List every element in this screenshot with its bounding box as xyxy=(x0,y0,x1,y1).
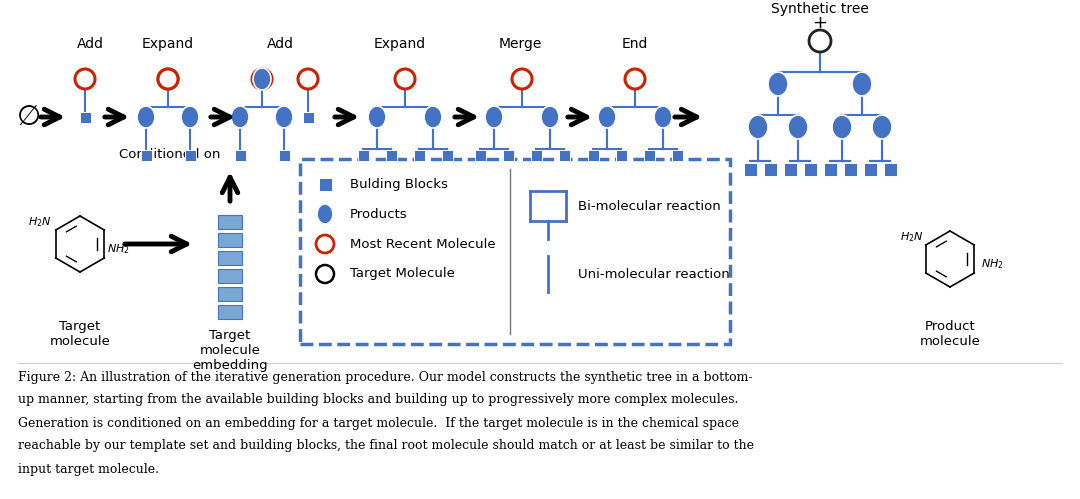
Bar xyxy=(300,159,730,344)
Ellipse shape xyxy=(181,106,199,128)
Circle shape xyxy=(395,69,415,89)
Ellipse shape xyxy=(485,106,503,128)
Text: Add: Add xyxy=(77,37,104,51)
Ellipse shape xyxy=(275,106,293,128)
Ellipse shape xyxy=(137,106,156,128)
Bar xyxy=(883,163,896,176)
Text: +: + xyxy=(812,14,827,32)
Bar xyxy=(588,150,598,161)
Bar xyxy=(279,150,289,161)
Text: Most Recent Molecule: Most Recent Molecule xyxy=(350,238,496,250)
Ellipse shape xyxy=(832,115,852,139)
Text: Generation is conditioned on an embedding for a target molecule.  If the target : Generation is conditioned on an embeddin… xyxy=(18,417,739,430)
Bar xyxy=(783,163,797,176)
Ellipse shape xyxy=(748,115,768,139)
Circle shape xyxy=(158,69,178,89)
Text: Target
molecule: Target molecule xyxy=(50,320,110,348)
Bar xyxy=(530,150,541,161)
Circle shape xyxy=(75,69,95,89)
Text: Uni-molecular reaction: Uni-molecular reaction xyxy=(578,267,730,280)
Bar xyxy=(764,163,777,176)
Bar xyxy=(824,163,837,176)
Bar xyxy=(319,178,332,191)
Bar xyxy=(302,111,313,122)
Bar xyxy=(218,287,242,301)
Bar xyxy=(474,150,486,161)
Text: Figure 2: An illustration of the iterative generation procedure. Our model const: Figure 2: An illustration of the iterati… xyxy=(18,370,753,384)
Text: Target
molecule
embedding: Target molecule embedding xyxy=(192,329,268,372)
Ellipse shape xyxy=(253,68,271,90)
Bar xyxy=(502,150,513,161)
Text: Expand: Expand xyxy=(141,37,194,51)
Circle shape xyxy=(158,69,178,89)
Bar xyxy=(234,150,245,161)
Text: $H_2N$: $H_2N$ xyxy=(900,230,923,244)
Text: $\emptyset$: $\emptyset$ xyxy=(16,103,40,131)
Bar xyxy=(616,150,626,161)
Text: Products: Products xyxy=(350,208,407,221)
Bar xyxy=(357,150,368,161)
Bar xyxy=(558,150,569,161)
Circle shape xyxy=(625,69,645,89)
Bar xyxy=(218,269,242,283)
Text: $H_2N$: $H_2N$ xyxy=(28,215,52,229)
Text: Bi-molecular reaction: Bi-molecular reaction xyxy=(578,200,720,213)
Circle shape xyxy=(316,265,334,283)
Ellipse shape xyxy=(872,115,892,139)
Text: Product
molecule: Product molecule xyxy=(919,320,981,348)
Bar xyxy=(218,251,242,265)
Bar xyxy=(672,150,683,161)
Ellipse shape xyxy=(424,106,442,128)
Text: End: End xyxy=(622,37,648,51)
Text: Add: Add xyxy=(267,37,294,51)
Ellipse shape xyxy=(231,106,249,128)
Ellipse shape xyxy=(788,115,808,139)
Text: $NH_2$: $NH_2$ xyxy=(107,242,130,256)
Ellipse shape xyxy=(852,72,872,96)
Ellipse shape xyxy=(318,204,333,224)
Text: reachable by our template set and building blocks, the final root molecule shoul: reachable by our template set and buildi… xyxy=(18,440,754,453)
Bar xyxy=(804,163,816,176)
Text: Expand: Expand xyxy=(374,37,427,51)
Bar xyxy=(864,163,877,176)
Bar xyxy=(442,150,453,161)
Bar xyxy=(386,150,396,161)
Circle shape xyxy=(252,69,272,89)
Bar xyxy=(185,150,195,161)
Text: Synthetic tree: Synthetic tree xyxy=(771,2,869,16)
Ellipse shape xyxy=(654,106,672,128)
Ellipse shape xyxy=(768,72,788,96)
Bar xyxy=(218,233,242,247)
Bar xyxy=(218,305,242,319)
Ellipse shape xyxy=(368,106,386,128)
Bar xyxy=(743,163,756,176)
Text: $NH_2$: $NH_2$ xyxy=(981,257,1003,271)
Bar xyxy=(414,150,424,161)
Circle shape xyxy=(809,30,831,52)
Text: up manner, starting from the available building blocks and building up to progre: up manner, starting from the available b… xyxy=(18,394,739,407)
Circle shape xyxy=(512,69,532,89)
Bar xyxy=(140,150,151,161)
Bar xyxy=(644,150,654,161)
Text: Target Molecule: Target Molecule xyxy=(350,267,455,280)
Bar xyxy=(843,163,856,176)
Text: Merge: Merge xyxy=(498,37,542,51)
Ellipse shape xyxy=(598,106,616,128)
Circle shape xyxy=(298,69,318,89)
Text: input target molecule.: input target molecule. xyxy=(18,463,159,476)
Circle shape xyxy=(316,235,334,253)
Bar xyxy=(218,215,242,229)
Text: Bulding Blocks: Bulding Blocks xyxy=(350,178,448,191)
Text: Conditioned on: Conditioned on xyxy=(119,148,220,161)
Ellipse shape xyxy=(541,106,559,128)
Bar xyxy=(80,111,91,122)
